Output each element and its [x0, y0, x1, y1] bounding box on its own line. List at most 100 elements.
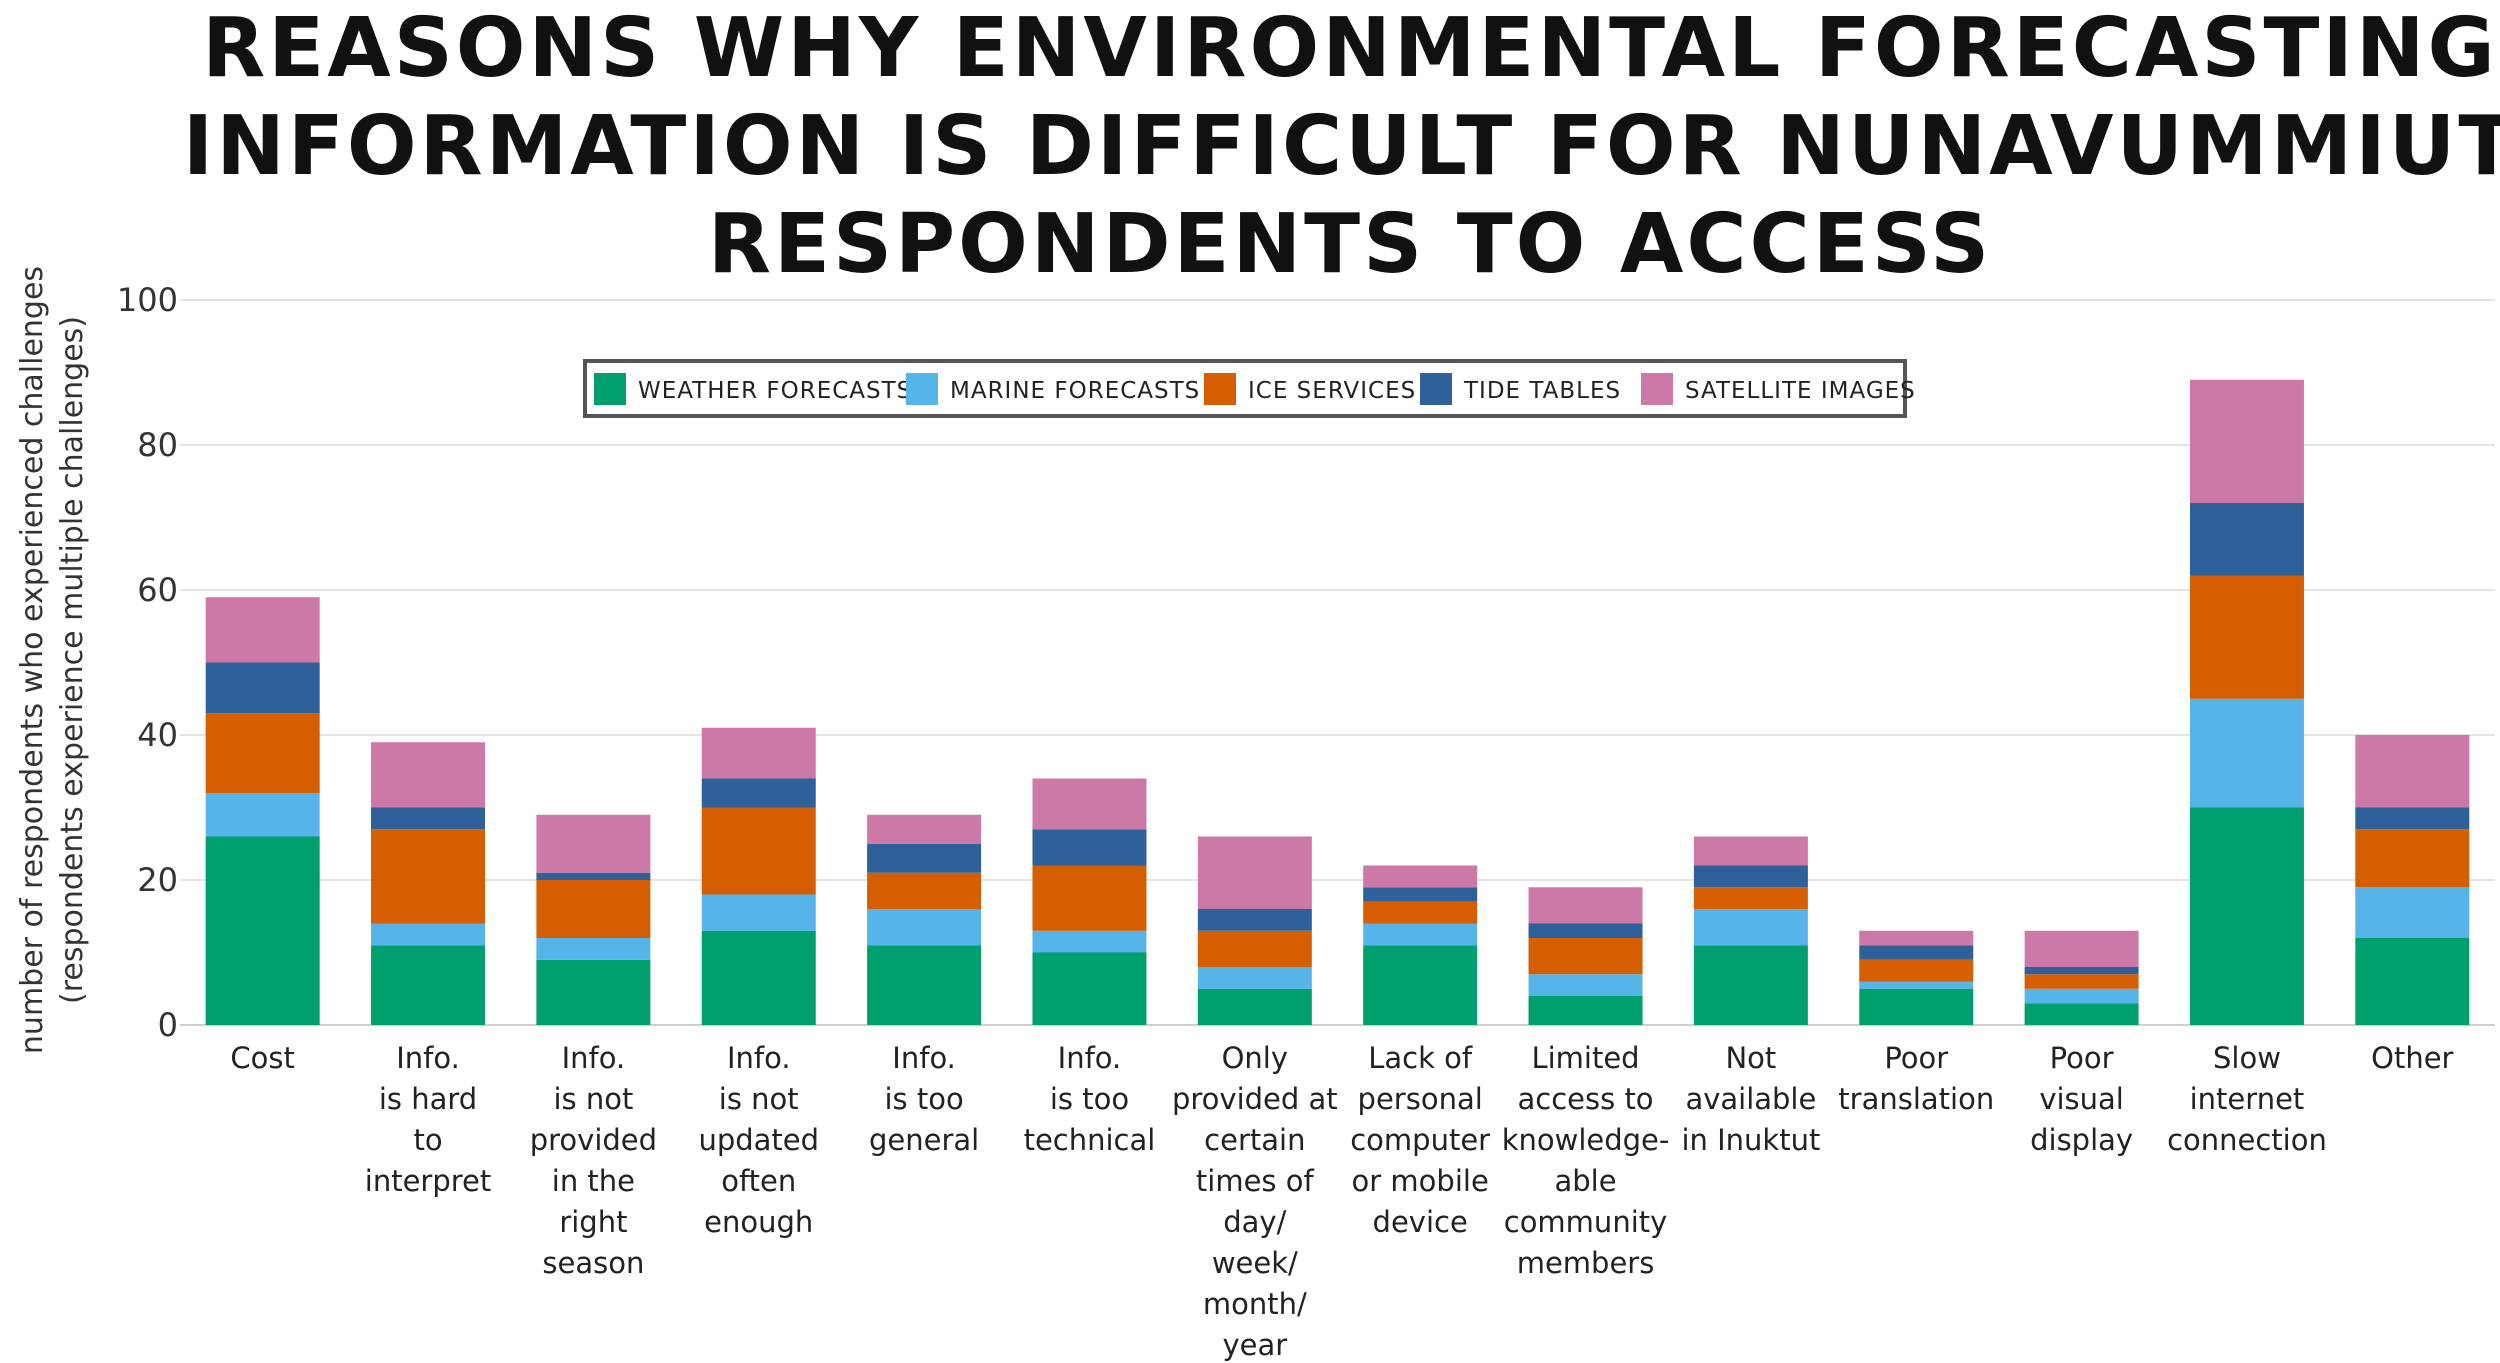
bar-slow-internet-connection-satellite-images [2189, 379, 2304, 503]
category-label-line: Only [1222, 1041, 1288, 1075]
category-label-line: internet [2190, 1082, 2305, 1116]
category-label-line: updated [698, 1123, 819, 1157]
chart-title: REASONS WHY ENVIRONMENTAL FORECASTING IN… [182, 1, 2500, 292]
bar-limited-access-to-knowledge-able-community-members-tide-tables [1528, 923, 1643, 938]
bar-cost-tide-tables [205, 662, 320, 714]
y-tick-label-0: 0 [158, 1006, 178, 1044]
bar-poor-visual-display-tide-tables [2024, 967, 2139, 975]
legend-label-tide-tables: TIDE TABLES [1463, 378, 1621, 404]
bar-limited-access-to-knowledge-able-community-members-marine-forecasts [1528, 974, 1643, 996]
category-label-line: is not [553, 1082, 633, 1116]
bar-only-provided-at-certain-times-of-day-week-month-year-tide-tables [1197, 909, 1312, 931]
category-labels: Cost Info. is hard to interpret Info. is not pr… [230, 1041, 2453, 1362]
bar-info-is-not-provided-in-the-right-season-weather-forecasts [536, 959, 651, 1025]
category-label-cost: Cost [230, 1041, 294, 1075]
bar-slow-internet-connection-tide-tables [2189, 503, 2304, 576]
category-label-line: provided at [1172, 1082, 1338, 1116]
category-label-line: Poor [1884, 1041, 1948, 1075]
bar-lack-of-personal-computer-or-mobile-device-weather-forecasts [1363, 945, 1478, 1025]
bar-slow-internet-connection-ice-services [2189, 575, 2304, 699]
bar-only-provided-at-certain-times-of-day-week-month-year-weather-forecasts [1197, 988, 1312, 1025]
bar-limited-access-to-knowledge-able-community-members-satellite-images [1528, 887, 1643, 924]
bar-not-available-in-inuktut-satellite-images [1693, 836, 1808, 866]
category-label-line: Info. [727, 1041, 791, 1075]
bar-not-available-in-inuktut-weather-forecasts [1693, 945, 1808, 1025]
legend-label-ice-services: ICE SERVICES [1248, 378, 1416, 404]
bar-poor-visual-display-weather-forecasts [2024, 1003, 2139, 1025]
category-label-line: personal [1358, 1082, 1483, 1116]
bar-poor-translation-ice-services [1859, 959, 1974, 982]
y-tick-label-40: 40 [137, 716, 178, 754]
category-label-line: technical [1024, 1123, 1156, 1157]
category-label-line: community [1504, 1205, 1668, 1239]
bar-info-is-hard-to-interpret-weather-forecasts [371, 945, 486, 1025]
bars [205, 379, 2470, 1025]
category-label-info-is-not-updated-often-enough: Info. is not updated often enough [698, 1041, 819, 1239]
category-label-line: is hard [379, 1082, 477, 1116]
bar-info-is-hard-to-interpret-marine-forecasts [371, 923, 486, 946]
bar-info-is-too-technical-marine-forecasts [1032, 930, 1147, 953]
category-label-line: week/ [1212, 1246, 1298, 1280]
category-label-info-is-hard-to-interpret: Info. is hard to interpret [365, 1041, 491, 1198]
category-label-only-provided-at-certain-times-of-day-week-month-year: Only provided at certain times of day/week/m… [1172, 1041, 1338, 1362]
category-label-info-is-not-provided-in-the-right-season: Info. is not provided in the right season [530, 1041, 657, 1280]
bar-limited-access-to-knowledge-able-community-members-weather-forecasts [1528, 996, 1643, 1025]
bar-other-marine-forecasts [2355, 887, 2470, 938]
category-label-line: able [1554, 1164, 1616, 1198]
bar-cost-marine-forecasts [205, 793, 320, 837]
bar-info-is-not-updated-often-enough-ice-services [701, 807, 816, 895]
category-label-line: right [559, 1205, 627, 1239]
bar-info-is-too-technical-ice-services [1032, 865, 1147, 931]
legend-swatch-satellite-images [1641, 373, 1673, 405]
bar-info-is-not-provided-in-the-right-season-tide-tables [536, 872, 651, 880]
category-label-line: season [542, 1246, 644, 1280]
bar-lack-of-personal-computer-or-mobile-device-satellite-images [1363, 865, 1478, 888]
category-label-line: Info. [562, 1041, 626, 1075]
category-label-info-is-too-general: Info. is too general [869, 1041, 979, 1157]
category-label-line: Slow [2213, 1041, 2281, 1075]
category-label-line: in the [552, 1164, 635, 1198]
bar-info-is-not-updated-often-enough-tide-tables [701, 778, 816, 808]
bar-info-is-too-general-satellite-images [867, 814, 982, 844]
legend-box [583, 359, 1907, 418]
category-label-line: in Inuktut [1681, 1123, 1820, 1157]
bar-info-is-hard-to-interpret-satellite-images [371, 742, 486, 808]
category-label-line: is too [1050, 1082, 1129, 1116]
bar-slow-internet-connection-weather-forecasts [2189, 807, 2304, 1025]
category-label-line: knowledge- [1502, 1123, 1670, 1157]
bar-info-is-not-provided-in-the-right-season-satellite-images [536, 814, 651, 873]
category-label-line: enough [704, 1205, 813, 1239]
legend-swatch-weather-forecasts [594, 373, 626, 405]
legend-swatch-tide-tables [1420, 373, 1452, 405]
bar-slow-internet-connection-marine-forecasts [2189, 698, 2304, 808]
category-label-line: Lack of [1368, 1041, 1473, 1075]
bar-poor-translation-satellite-images [1859, 930, 1974, 946]
bar-info-is-hard-to-interpret-tide-tables [371, 807, 486, 830]
category-label-line: month/ [1203, 1287, 1307, 1321]
category-label-not-available-in-inuktut: Not available in Inuktut [1681, 1041, 1820, 1157]
bar-poor-translation-weather-forecasts [1859, 988, 1974, 1025]
y-axis-title-line-1: number of respondents who experienced ch… [15, 266, 50, 1054]
bar-lack-of-personal-computer-or-mobile-device-tide-tables [1363, 887, 1478, 902]
bar-cost-weather-forecasts [205, 836, 320, 1025]
category-label-line: Info. [1058, 1041, 1122, 1075]
bar-not-available-in-inuktut-ice-services [1693, 887, 1808, 909]
category-label-line: Poor [2050, 1041, 2114, 1075]
bar-lack-of-personal-computer-or-mobile-device-ice-services [1363, 901, 1478, 924]
y-tick-label-60: 60 [137, 571, 178, 609]
bar-info-is-not-updated-often-enough-marine-forecasts [701, 894, 816, 931]
legend-label-marine-forecasts: MARINE FORECASTS [950, 378, 1200, 404]
bar-only-provided-at-certain-times-of-day-week-month-year-ice-services [1197, 930, 1312, 967]
bar-info-is-too-technical-weather-forecasts [1032, 952, 1147, 1025]
y-axis-title-line-2: (respondents experience multiple challen… [55, 316, 90, 1004]
bar-cost-satellite-images [205, 597, 320, 663]
y-tick-label-20: 20 [137, 861, 178, 899]
bar-info-is-not-provided-in-the-right-season-ice-services [536, 880, 651, 938]
category-label-line: access to [1518, 1082, 1654, 1116]
y-tick-labels: 0 20 40 60 80 100 [117, 281, 178, 1044]
bar-lack-of-personal-computer-or-mobile-device-marine-forecasts [1363, 923, 1478, 946]
category-label-poor-translation: Poor translation [1838, 1041, 1994, 1116]
legend-label-satellite-images: SATELLITE IMAGES [1685, 378, 1916, 404]
category-label-line: translation [1838, 1082, 1994, 1116]
category-label-line: often [721, 1164, 796, 1198]
